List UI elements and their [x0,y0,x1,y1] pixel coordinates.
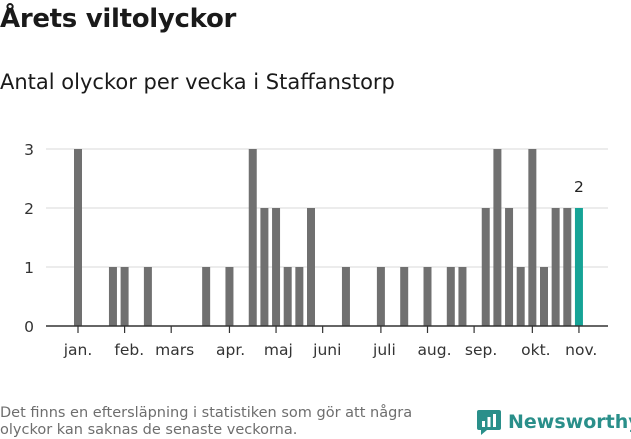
bar [505,208,514,326]
x-tick-label: okt. [521,341,550,359]
bar [307,208,315,326]
bar [341,267,350,326]
bar [74,149,82,326]
bar [108,267,117,326]
data-label: 2 [574,178,584,196]
x-tick-label: mars [155,341,194,359]
bar [540,267,548,326]
bar [423,267,432,326]
bar [493,149,502,326]
bar [248,149,257,326]
bar [551,208,560,326]
bar [143,267,152,326]
y-tick-label: 1 [24,259,34,277]
x-tick-label: apr. [216,341,245,359]
footnote: Det finns en eftersläpning i statistiken… [0,405,413,438]
data-labels: 2 [574,178,584,196]
newsworthy-logo-icon [477,410,501,435]
bar-highlight [574,208,583,326]
x-tick-label: aug. [417,341,451,359]
bar [528,149,537,326]
x-tick-label: maj [264,341,293,359]
bar [481,208,490,326]
y-tick-label: 0 [24,318,34,336]
x-tick-label: juli [372,341,396,359]
bar [563,208,572,326]
bar [376,267,385,326]
bar [260,208,269,326]
x-axis: jan. feb. mars apr. maj juni juli aug. sep. okt. n… [46,325,608,359]
bar [458,267,467,326]
bar [202,267,211,326]
x-tick-label: nov. [565,341,597,359]
bar [295,267,304,326]
bar [516,267,525,326]
bar [400,267,409,326]
brand: Newsworthy [476,408,631,436]
chart-subtitle: Antal olyckor per vecka i Staffanstorp [0,70,395,94]
brand-name: Newsworthy [508,411,631,433]
bar [446,267,455,326]
x-tick-label: sep. [465,341,497,359]
bar [272,208,281,326]
chart-title: Årets viltolyckor [0,4,237,34]
x-tick-label: juni [312,341,341,359]
bar [225,267,234,326]
gridlines [46,148,608,268]
x-tick-label: jan. [63,341,93,359]
y-tick-label: 2 [24,200,34,218]
bar [120,267,129,326]
y-tick-label: 3 [24,141,34,159]
bar-chart: 0 1 2 3 2 jan. feb. mars apr. maj juni juli aug. se… [24,141,608,359]
y-axis-ticks: 0 1 2 3 [24,141,34,336]
bar [283,267,292,326]
x-tick-label: feb. [114,341,144,359]
bars [74,149,583,326]
